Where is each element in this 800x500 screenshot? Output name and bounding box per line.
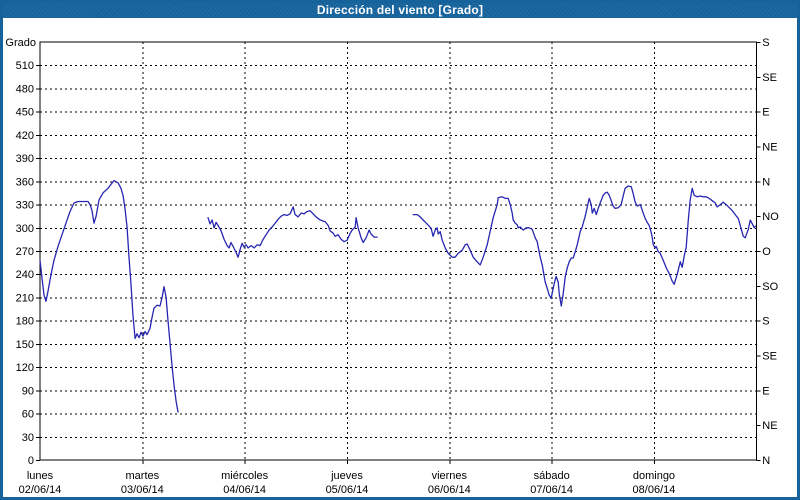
- left-axis-tick-label: 450: [16, 107, 34, 119]
- right-axis-tick-label: SO: [762, 281, 778, 293]
- left-axis-tick-label: 330: [16, 200, 34, 212]
- right-axis-tick-label: SE: [762, 72, 777, 84]
- left-axis-title: Grado: [5, 37, 36, 49]
- right-axis-tick-label: S: [762, 37, 769, 49]
- left-axis-tick-label: 360: [16, 176, 34, 188]
- right-axis-tick-label: NE: [762, 142, 777, 154]
- wind-direction-chart: 0 30 60 90 120 150 180 210 240 270 300 330 360 390 420…: [5, 37, 779, 496]
- left-axis-tick-label: 240: [16, 269, 34, 281]
- chart-area: 0 30 60 90 120 150 180 210 240 270 300 330 360 390 420…: [3, 18, 797, 497]
- day-date-label: 02/06/14: [19, 484, 62, 496]
- right-axis-tick-label: NO: [762, 211, 779, 223]
- day-date-label: 04/06/14: [223, 484, 266, 496]
- wind-direction-line-segment: [207, 206, 378, 258]
- right-axis-tick-label: N: [762, 455, 770, 467]
- day-date-label: 03/06/14: [121, 484, 164, 496]
- day-name-label: miércoles: [221, 470, 269, 482]
- left-axis: 0 30 60 90 120 150 180 210 240 270 300 330 360 390 420…: [5, 37, 40, 467]
- left-axis-tick-label: 0: [28, 455, 34, 467]
- left-axis-tick-label: 390: [16, 153, 34, 165]
- right-axis-tick-label: N: [762, 176, 770, 188]
- left-axis-tick-label: 30: [22, 432, 34, 444]
- grid-lines: [40, 42, 757, 460]
- left-axis-tick-label: 420: [16, 130, 34, 142]
- left-axis-tick-label: 270: [16, 246, 34, 258]
- right-axis-tick-label: NE: [762, 420, 777, 432]
- right-axis-tick-label: SE: [762, 351, 777, 363]
- day-name-label: viernes: [432, 470, 468, 482]
- right-axis-tick-label: S: [762, 316, 769, 328]
- day-name-label: jueves: [330, 470, 363, 482]
- day-date-label: 06/06/14: [428, 484, 471, 496]
- day-date-label: 05/06/14: [326, 484, 369, 496]
- day-name-label: lunes: [27, 470, 54, 482]
- page-title: Dirección del viento [Grado]: [316, 3, 484, 17]
- day-name-label: sábado: [534, 470, 570, 482]
- plot-border: [39, 41, 757, 461]
- left-axis-tick-label: 510: [16, 60, 34, 72]
- left-axis-tick-label: 180: [16, 316, 34, 328]
- left-axis-tick-label: 150: [16, 339, 34, 351]
- left-axis-tick-label: 210: [16, 292, 34, 304]
- series-direcci-n-del-viento: [39, 179, 756, 413]
- day-name-label: domingo: [633, 470, 675, 482]
- left-axis-tick-label: 60: [22, 409, 34, 421]
- left-axis-tick-label: 120: [16, 362, 34, 374]
- left-axis-tick-label: 480: [16, 83, 34, 95]
- left-axis-tick-label: 300: [16, 223, 34, 235]
- right-axis-tick-label: E: [762, 107, 769, 119]
- right-axis-tick-label: O: [762, 246, 771, 258]
- wind-direction-line-segment: [39, 179, 179, 413]
- bottom-axis: lunes 02/06/14 martes 03/06/14 miércoles 04/0…: [19, 460, 676, 496]
- left-axis-tick-label: 90: [22, 385, 34, 397]
- right-axis-tick-label: E: [762, 385, 769, 397]
- day-name-label: martes: [126, 470, 160, 482]
- right-axis: N NE E SE S SO O NO N NE E SE S: [756, 37, 779, 467]
- chart-title-bar: Dirección del viento [Grado]: [3, 3, 797, 18]
- day-date-label: 07/06/14: [530, 484, 573, 496]
- day-date-label: 08/06/14: [633, 484, 676, 496]
- wind-direction-line-segment: [412, 185, 756, 307]
